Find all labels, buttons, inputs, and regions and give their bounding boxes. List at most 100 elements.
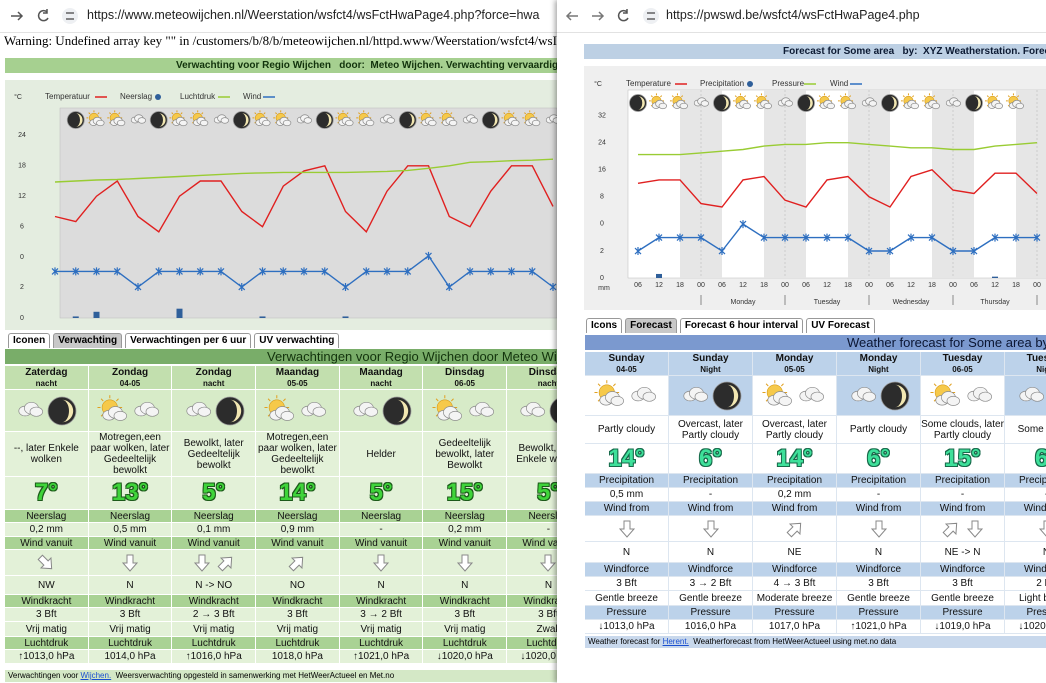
reload-button[interactable] bbox=[37, 9, 49, 22]
icon-part bbox=[948, 382, 952, 386]
address-bar[interactable]: https://www.meteowijchen.nl/Weerstation/… bbox=[87, 8, 540, 22]
icon-part bbox=[201, 112, 204, 115]
row-label: Neerslag bbox=[110, 510, 151, 522]
cell bbox=[837, 516, 921, 542]
cell bbox=[669, 516, 753, 542]
cell: Gedeeltelijk bewolkt, later Bewolkt bbox=[423, 432, 508, 477]
weather-icon bbox=[264, 394, 295, 421]
weather-icon bbox=[315, 111, 334, 129]
wind-marker bbox=[781, 233, 789, 242]
icon-part bbox=[116, 397, 119, 401]
value: 1018,0 hPa bbox=[271, 651, 323, 662]
address-bar[interactable]: https://pwswd.be/wsfct4/wsFctHwaPage4.ph… bbox=[666, 8, 920, 22]
wind-arrows bbox=[786, 522, 801, 537]
cell: 6° bbox=[837, 444, 921, 474]
forward-button[interactable] bbox=[592, 11, 605, 21]
tab[interactable]: Icons bbox=[586, 318, 623, 333]
wind-arrow bbox=[217, 556, 232, 571]
icon-part bbox=[671, 95, 674, 98]
tab[interactable]: Forecast bbox=[625, 318, 677, 333]
icon-part bbox=[275, 112, 278, 115]
icon-set bbox=[520, 398, 557, 423]
row-label: Precipitation bbox=[934, 475, 991, 486]
icon-part bbox=[282, 119, 292, 127]
value: - bbox=[960, 489, 965, 500]
reload-button[interactable] bbox=[617, 9, 629, 22]
weather-icon bbox=[816, 93, 836, 110]
weather-icon bbox=[86, 110, 105, 127]
value: ↑1016,0 hPa bbox=[185, 651, 242, 662]
temperature: 6° bbox=[699, 444, 722, 472]
wind-arrow bbox=[288, 556, 304, 571]
weather-icon bbox=[66, 111, 85, 129]
day-name: Dinsdag bbox=[445, 366, 485, 378]
footer: Verwachtingen voor Wijchen. Weersverwach… bbox=[5, 670, 557, 682]
icon-part bbox=[428, 119, 437, 127]
label-row: Precipitation Precipitation Precipitation P… bbox=[585, 474, 1046, 488]
row-label: Windforce bbox=[603, 564, 649, 575]
description-row: --, later Enkele wolken Motregen,een paar… bbox=[5, 432, 557, 477]
day-label: Monday bbox=[731, 299, 756, 306]
row-label: Wind vanuit bbox=[522, 537, 557, 549]
wind-arrows bbox=[288, 556, 304, 571]
tab[interactable]: UV Forecast bbox=[806, 318, 875, 333]
value: ↑1021,0 hPa bbox=[850, 621, 907, 632]
cell: 0,2 mm bbox=[5, 523, 89, 537]
precipitation-bar bbox=[72, 316, 79, 318]
cell: Wind vanuit bbox=[339, 537, 424, 550]
icon-part bbox=[765, 382, 769, 386]
tab[interactable]: Verwachting bbox=[53, 333, 123, 348]
y-tick-label: 18 bbox=[18, 163, 26, 170]
site-settings[interactable] bbox=[643, 8, 659, 24]
cell: Dinsdag 06-05 bbox=[423, 366, 508, 390]
footer-link[interactable]: Herent. bbox=[662, 637, 689, 646]
row-label: Wind vanuit bbox=[354, 537, 408, 549]
temperature: 5° bbox=[202, 479, 226, 506]
icon-part bbox=[96, 119, 105, 127]
value: 3 → 2 Bft bbox=[360, 609, 402, 620]
icon-part bbox=[313, 406, 327, 417]
site-settings[interactable] bbox=[62, 8, 78, 24]
footer-link[interactable]: Wijchen. bbox=[80, 671, 112, 680]
cell: Precipitation bbox=[1005, 474, 1046, 488]
description: Some clouds bbox=[1017, 424, 1046, 435]
cell: Wind from bbox=[585, 502, 669, 516]
back-button[interactable] bbox=[565, 11, 578, 21]
tab[interactable]: UV verwachting bbox=[254, 333, 340, 348]
tab[interactable]: Iconen bbox=[8, 333, 51, 348]
description-row: Partly cloudy Overcast, later Partly clou… bbox=[585, 416, 1046, 444]
description: Bewolkt, later Enkele wolken bbox=[516, 443, 557, 465]
cell: 1018,0 hPa bbox=[256, 650, 340, 664]
cell: 4 → 3 Bft bbox=[753, 577, 837, 591]
wind-arrows bbox=[193, 554, 232, 572]
day-label: Wednesday bbox=[893, 299, 930, 306]
cell bbox=[88, 390, 173, 432]
tab[interactable]: Verwachtingen per 6 uur bbox=[125, 333, 252, 348]
icon-part bbox=[364, 406, 379, 417]
temperature: 13° bbox=[111, 479, 149, 506]
value: N bbox=[622, 546, 631, 558]
y2-tick-label: 2 bbox=[20, 284, 24, 291]
wind-marker bbox=[549, 282, 557, 291]
cell: Vrij matig bbox=[423, 622, 508, 637]
x-tick-label: 00 bbox=[1033, 282, 1041, 289]
icon-part bbox=[263, 112, 266, 115]
value: 2 Bft bbox=[1036, 578, 1046, 589]
icon-part bbox=[912, 95, 915, 98]
cell: Windkracht bbox=[88, 595, 173, 608]
icon-part bbox=[638, 96, 645, 110]
weather-icon bbox=[712, 381, 741, 410]
weather-icon bbox=[18, 401, 44, 417]
cell: 3 Bft bbox=[256, 608, 340, 622]
forward-button[interactable] bbox=[11, 11, 24, 21]
icon-part bbox=[894, 384, 906, 407]
tab[interactable]: Forecast 6 hour interval bbox=[679, 318, 804, 333]
weather-icon bbox=[439, 110, 458, 127]
cell: 14° bbox=[753, 444, 837, 474]
temperature: 5° bbox=[369, 479, 393, 506]
weather-icon bbox=[232, 111, 251, 129]
temperature: 6° bbox=[867, 444, 890, 472]
wind-marker bbox=[466, 267, 474, 276]
row-label: Pressure bbox=[858, 607, 899, 618]
icon-part bbox=[828, 95, 831, 98]
